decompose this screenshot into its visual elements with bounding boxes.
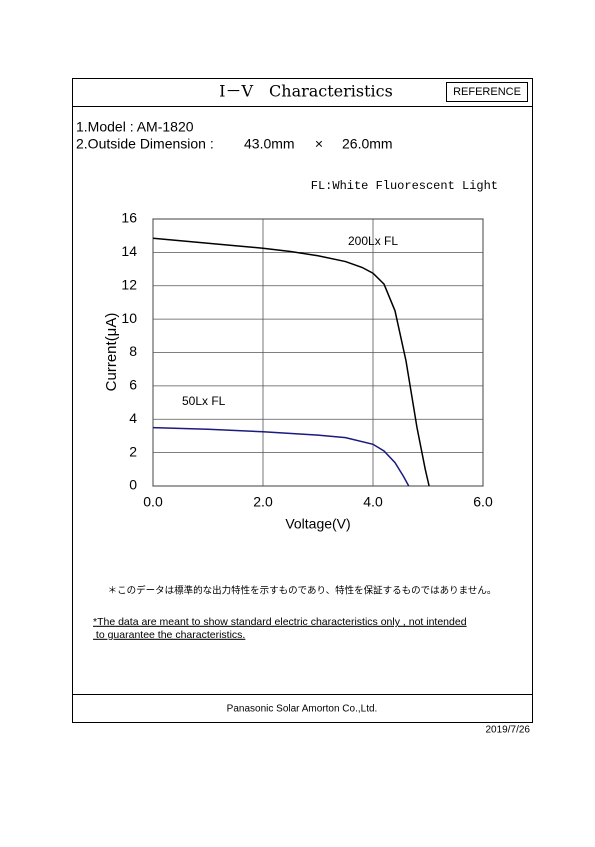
frame (72, 78, 533, 723)
y-tick-label: 16 (121, 210, 137, 226)
y-tick-label: 6 (129, 377, 137, 393)
chart-note: FL:White Fluorescent Light (311, 179, 498, 193)
x-tick-label: 4.0 (363, 494, 383, 510)
series-line (152, 426, 410, 487)
badge-box (446, 82, 528, 102)
series-label: 50Lx FL (182, 394, 226, 408)
title: I－V Characteristics (219, 82, 393, 101)
x-tick-label: 0.0 (143, 494, 163, 510)
series-line (152, 237, 430, 487)
spec-dimension: 2.Outside Dimension : (76, 136, 214, 152)
x-tick-label: 6.0 (473, 494, 493, 510)
footer-company: Panasonic Solar Amorton Co.,Ltd. (227, 704, 378, 715)
y-axis-label: Current(μA) (103, 313, 120, 392)
spec-model: 1.Model : AM-1820 (76, 119, 194, 135)
badge: REFERENCE (453, 86, 521, 98)
y-tick-label: 0 (129, 477, 137, 493)
note-english: *The data are meant to show standard ele… (93, 616, 467, 628)
y-tick-label: 12 (121, 276, 137, 292)
y-tick-label: 2 (129, 443, 137, 459)
footer-date: 2019/7/26 (486, 725, 531, 736)
spec-length: 43.0mm (244, 136, 295, 152)
x-axis-label: Voltage(V) (285, 516, 350, 532)
y-tick-label: 10 (121, 310, 137, 326)
note-japanese: ＊このデータは標準的な出力特性を示すものであり、特性を保証するものではありません… (108, 585, 497, 597)
note-english: to guarantee the characteristics. (93, 629, 245, 641)
y-tick-label: 8 (129, 343, 137, 359)
series-label: 200Lx FL (348, 234, 398, 248)
spec-times: × (315, 136, 323, 152)
y-tick-label: 4 (129, 410, 137, 426)
x-tick-label: 2.0 (253, 494, 273, 510)
y-tick-label: 14 (121, 243, 137, 259)
spec-width: 26.0mm (342, 136, 393, 152)
